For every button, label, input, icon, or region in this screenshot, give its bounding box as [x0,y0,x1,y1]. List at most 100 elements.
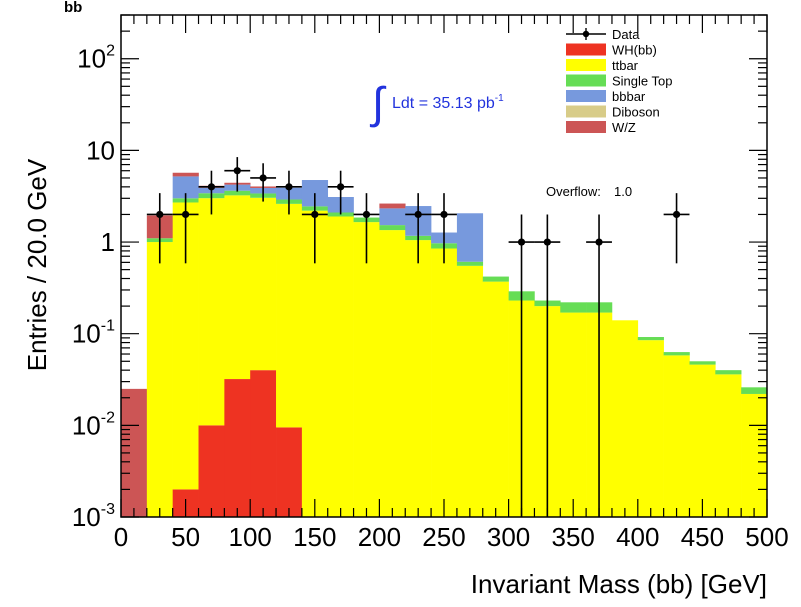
data-points [146,157,690,517]
bar-single-top-10 [379,225,406,231]
data-point-marker [207,183,216,191]
bar-single-top-23 [715,370,742,375]
overflow-annotation: Overflow: 1.0 [546,184,632,199]
data-point-6 [301,193,328,264]
bar-ttbar-24 [741,393,768,517]
data-point-10 [431,193,457,264]
data-point-marker [233,167,241,175]
bar-ttbar-14 [482,281,509,517]
y-tick-label: 10-1 [72,318,115,349]
y-tick-label: 102 [77,43,115,74]
bar-single-top-24 [741,387,768,394]
legend-swatch-w-z [566,121,606,133]
bar-ttbar-21 [663,355,690,517]
data-point-13 [586,214,612,517]
legend-swatch-ttbar [566,59,606,71]
legend-item-ttbar: ttbar [566,58,639,73]
x-tick-label: 250 [422,522,465,552]
data-point-7 [327,170,354,215]
y-tick-label-exponent: -2 [101,409,115,426]
y-tick-label: 10 [86,135,115,165]
bar-w-z-10 [379,203,406,209]
legend-label-wh-bb-: WH(bb) [612,43,657,58]
x-tick-label: 0 [114,522,128,552]
data-point-3 [224,157,251,192]
bar-single-top-22 [689,361,716,365]
bar-single-top-20 [637,337,664,341]
y-tick-label-exponent: -1 [101,318,115,335]
data-point-11 [508,214,535,517]
data-point-14 [663,193,690,264]
data-point-marker [517,238,526,246]
data-point-marker [362,210,371,219]
bar-bbbar-10 [379,208,406,226]
y-tick-label-base: 10 [72,502,101,532]
y-tick-label-base: 10 [86,135,115,165]
bar-ttbar-13 [456,265,484,517]
bar-bbbar-13 [456,213,484,262]
overflow-label: Overflow: [546,184,601,199]
bar-ttbar-17 [560,312,587,517]
bar-ttbar-9 [353,222,380,517]
data-point-9 [405,193,432,264]
luminosity-annotation: ∫ Ldt = 35.13 pb-1 [369,79,504,128]
x-tick-label: 100 [229,522,272,552]
x-tick-label: 350 [552,522,595,552]
x-tick-label: 50 [171,522,200,552]
bar-ttbar-23 [715,374,742,517]
y-tick-label: 10-2 [72,409,115,440]
bar-single-top-4 [224,190,251,196]
data-point-marker [311,210,319,219]
bar-single-top-8 [327,212,354,217]
bar-ttbar-3 [198,198,225,426]
data-point-8 [353,193,380,264]
data-point-marker [182,210,190,219]
legend-swatch-wh-bb- [566,43,606,56]
axis-ticks [120,14,768,518]
corner-label: bb [64,0,82,16]
bar-wh-bb--6 [276,427,303,517]
legend-label-diboson: Diboson [612,105,660,120]
legend-label-single-top: Single Top [612,74,672,89]
integral-symbol: ∫ [369,79,387,128]
luminosity-value: Ldt = 35.13 pb [392,95,495,112]
bar-wh-bb--4 [224,379,251,517]
y-tick-label-exponent: 2 [106,43,115,60]
bar-single-top-17 [560,302,587,313]
data-point-marker [337,183,345,191]
data-point-marker [543,238,551,246]
y-tick-label-exponent: -3 [101,501,115,518]
bar-single-top-14 [482,276,509,282]
bar-ttbar-19 [611,320,639,517]
bar-single-top-13 [456,261,484,266]
luminosity-exponent: -1 [495,93,504,104]
legend-item-bbbar: bbbar [566,89,646,104]
bar-ttbar-12 [431,248,458,517]
data-point-marker [156,210,164,219]
x-tick-label: 150 [293,522,336,552]
bar-ttbar-1 [146,242,173,518]
data-point-4 [250,163,277,202]
x-tick-label: 400 [616,522,659,552]
data-point-5 [276,170,302,215]
legend-swatch-single-top [566,74,606,87]
bar-wh-bb--3 [198,425,225,517]
legend-item-diboson: Diboson [566,105,660,120]
legend-swatch-diboson [566,105,606,118]
data-point-marker [672,210,681,219]
luminosity-text: Ldt = 35.13 pb-1 [392,93,504,112]
data-point-marker [595,238,603,246]
overflow-value: 1.0 [614,184,632,199]
data-point-0 [146,193,173,264]
data-point-12 [534,214,561,517]
bar-ttbar-20 [637,340,664,517]
legend-item-single-top: Single Top [566,74,672,89]
y-tick-label: 1 [101,227,115,257]
x-tick-label: 300 [487,522,530,552]
legend-swatch-bbbar [566,90,606,102]
data-point-marker [285,183,293,191]
